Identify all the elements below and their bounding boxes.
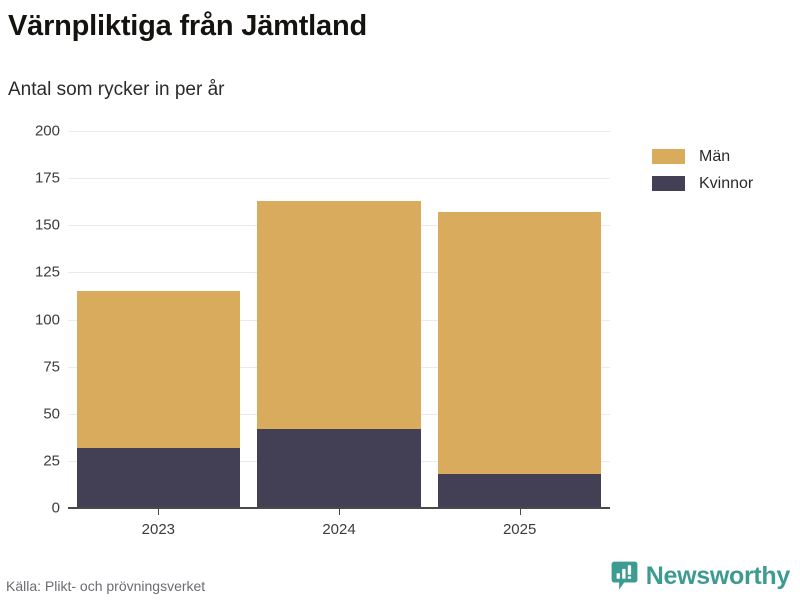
bar-segment-män[interactable] — [437, 212, 602, 475]
gridline — [68, 131, 610, 132]
x-axis-tick-mark — [339, 508, 340, 515]
bar-segment-kvinnor[interactable] — [437, 474, 602, 508]
brand-name: Newsworthy — [645, 561, 791, 590]
x-axis-tick-label: 2025 — [502, 521, 537, 538]
plot-area — [68, 131, 610, 509]
legend-swatch-icon — [652, 149, 685, 164]
x-axis-tick-mark — [519, 508, 521, 515]
y-axis-tick-label: 50 — [43, 405, 60, 423]
legend-swatch-icon — [652, 176, 685, 191]
y-axis-tick-label: 125 — [34, 263, 60, 281]
y-axis-tick-label: 0 — [51, 499, 60, 517]
bar-segment-kvinnor[interactable] — [257, 428, 421, 508]
bar-chart-bubble-icon — [611, 561, 638, 590]
legend: Män Kvinnor — [652, 143, 753, 197]
y-axis-tick-label: 200 — [34, 122, 60, 140]
legend-label: Män — [699, 147, 731, 165]
x-axis-tick-label: 2024 — [322, 521, 356, 538]
page-title: Värnpliktiga från Jämtland — [8, 10, 367, 42]
bar-segment-kvinnor[interactable] — [76, 447, 241, 508]
x-axis-tick-mark — [158, 508, 160, 515]
y-axis-tick-label: 175 — [34, 169, 60, 187]
bar-stack[interactable] — [257, 131, 421, 508]
legend-item-kvinnor[interactable]: Kvinnor — [652, 170, 753, 197]
y-axis-tick-label: 150 — [34, 216, 60, 234]
y-axis-tick-label: 100 — [34, 311, 60, 328]
brand-logo: Newsworthy — [611, 561, 790, 591]
gridline — [68, 178, 610, 180]
y-axis-tick-labels: 0 25 50 75 100 125 150 175 200 — [0, 123, 60, 517]
bar-stack[interactable] — [437, 131, 602, 508]
y-axis-tick-label: 75 — [43, 358, 60, 376]
legend-item-män[interactable]: Män — [652, 143, 753, 170]
bar-segment-män[interactable] — [76, 291, 241, 448]
x-axis-tick-label: 2023 — [141, 521, 176, 538]
bar-stack[interactable] — [76, 131, 241, 508]
y-axis-tick-label: 25 — [43, 452, 60, 470]
legend-label: Kvinnor — [699, 174, 754, 192]
chart-subtitle: Antal som rycker in per år — [8, 79, 225, 100]
source-note: Källa: Plikt- och prövningsverket — [6, 578, 206, 594]
bar-segment-män[interactable] — [257, 200, 421, 429]
bar-series-group — [68, 131, 610, 508]
x-axis-tick-labels: 2023 2024 2025 — [68, 508, 610, 548]
